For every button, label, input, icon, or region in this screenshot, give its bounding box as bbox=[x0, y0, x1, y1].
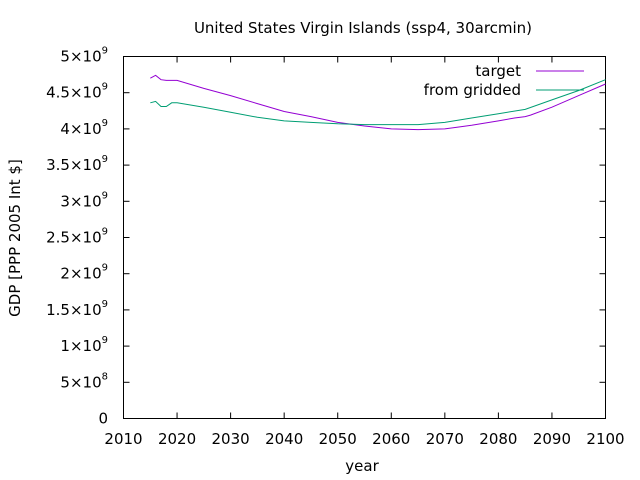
x-tick-label: 2040 bbox=[265, 430, 303, 448]
x-tick-label: 2020 bbox=[158, 430, 196, 448]
y-tick-mantissa: 2.5×10 bbox=[46, 229, 102, 247]
x-tick-label: 2090 bbox=[533, 430, 571, 448]
x-tick-label: 2050 bbox=[319, 430, 357, 448]
y-tick-exponent: 9 bbox=[102, 335, 108, 346]
y-tick-label: 4.5×109 bbox=[46, 82, 108, 102]
y-tick-label: 3×109 bbox=[60, 190, 108, 210]
series-line-target bbox=[150, 74, 606, 131]
y-tick-exponent: 9 bbox=[102, 154, 108, 165]
y-tick-exponent: 9 bbox=[102, 299, 108, 310]
y-tick-label: 0 bbox=[98, 410, 108, 428]
y-tick-exponent: 9 bbox=[102, 227, 108, 238]
y-tick-exponent: 9 bbox=[102, 263, 108, 274]
x-tick-label: 2100 bbox=[586, 430, 624, 448]
x-tick-label: 2030 bbox=[212, 430, 250, 448]
series-line-from-gridded bbox=[150, 79, 606, 126]
x-axis: 2010 2020 2030 2040 2050 2060 2070 2080 2090 2100 bbox=[104, 56, 625, 448]
y-tick-label: 2×109 bbox=[60, 263, 108, 283]
y-tick-mantissa: 2×10 bbox=[60, 265, 101, 283]
y-tick-label: 2.5×109 bbox=[46, 227, 108, 247]
y-tick-label: 3.5×109 bbox=[46, 154, 108, 174]
y-tick-exponent: 9 bbox=[102, 82, 108, 93]
plot-frame bbox=[123, 56, 606, 419]
legend-label: target bbox=[475, 62, 521, 80]
y-tick-exponent: 8 bbox=[102, 371, 108, 382]
y-tick-mantissa: 4×10 bbox=[60, 120, 101, 138]
y-tick-exponent: 9 bbox=[102, 46, 108, 57]
y-axis: 05×1081×1091.5×1092×1092.5×1093×1093.5×1… bbox=[46, 46, 606, 428]
y-tick-label: 5×109 bbox=[60, 46, 108, 66]
x-axis-label: year bbox=[345, 457, 379, 475]
y-tick-mantissa: 5×10 bbox=[60, 373, 101, 391]
y-tick-label: 5×108 bbox=[60, 371, 108, 391]
chart-title: United States Virgin Islands (ssp4, 30ar… bbox=[194, 19, 532, 37]
series-lines bbox=[150, 74, 606, 131]
x-tick-label: 2060 bbox=[372, 430, 410, 448]
y-tick-mantissa: 1.5×10 bbox=[46, 301, 102, 319]
y-tick-mantissa: 3.5×10 bbox=[46, 156, 102, 174]
x-tick-label: 2010 bbox=[104, 430, 142, 448]
y-tick-mantissa: 4.5×10 bbox=[46, 84, 102, 102]
x-tick-label: 2080 bbox=[479, 430, 517, 448]
y-tick-label: 1.5×109 bbox=[46, 299, 108, 319]
y-tick-mantissa: 3×10 bbox=[60, 192, 101, 210]
y-tick-label: 4×109 bbox=[60, 118, 108, 138]
y-tick-mantissa: 5×10 bbox=[60, 48, 101, 66]
y-tick-exponent: 9 bbox=[102, 118, 108, 129]
x-tick-label: 2070 bbox=[426, 430, 464, 448]
y-tick-exponent: 9 bbox=[102, 190, 108, 201]
y-axis-label: GDP [PPP 2005 Int $] bbox=[6, 159, 24, 317]
y-tick-mantissa: 1×10 bbox=[60, 337, 101, 355]
legend-label: from gridded bbox=[424, 81, 521, 99]
y-tick-mantissa: 0 bbox=[98, 410, 108, 428]
y-tick-label: 1×109 bbox=[60, 335, 108, 355]
